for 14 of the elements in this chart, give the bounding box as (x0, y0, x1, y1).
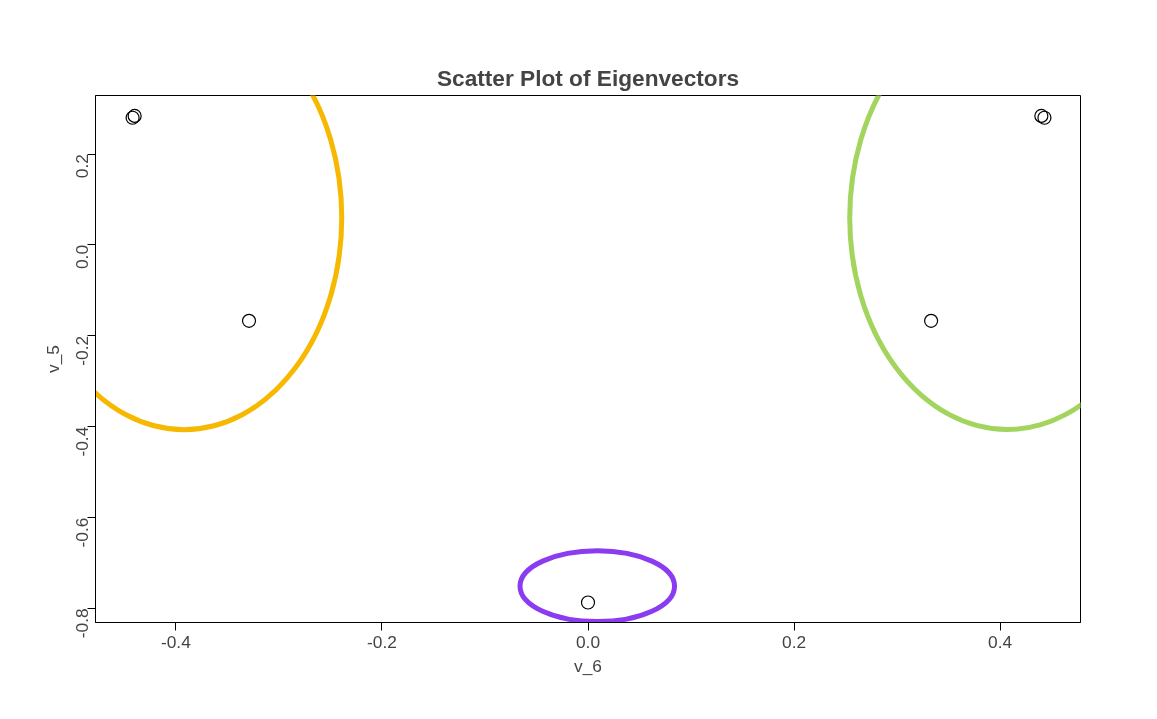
x-tick-label: -0.4 (160, 631, 192, 652)
y-tick-label: 0.0 (72, 244, 93, 270)
x-tick-label: 0.0 (575, 631, 601, 652)
y-axis-title: v_5 (42, 345, 63, 373)
y-tick-label: 0.2 (72, 154, 93, 179)
y-tick-label: -0.8 (72, 608, 93, 639)
chart-title: Scatter Plot of Eigenvectors (436, 64, 740, 91)
y-tick-label: -0.4 (72, 426, 93, 457)
y-tick-label: -0.2 (72, 335, 93, 366)
x-tick-label: 0.2 (782, 631, 807, 652)
y-tick-label: -0.6 (72, 517, 93, 548)
x-tick-label: 0.4 (988, 631, 1013, 652)
x-tick-label: -0.2 (367, 631, 397, 652)
x-axis-title: v_6 (574, 655, 602, 676)
